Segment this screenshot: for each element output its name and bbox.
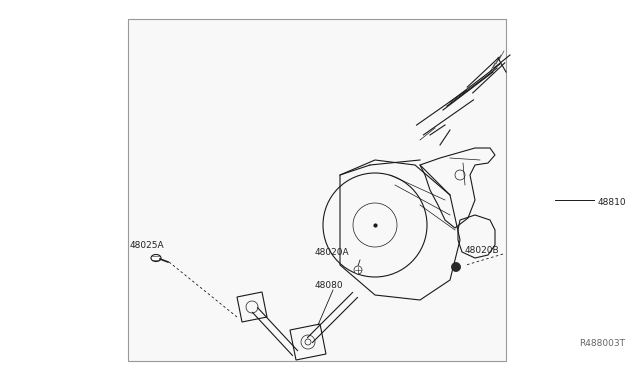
Text: 48025A: 48025A [130,241,164,250]
Ellipse shape [151,254,161,262]
Text: 48080: 48080 [315,280,344,289]
Bar [128,19,506,361]
Ellipse shape [451,263,461,272]
Text: R488003T: R488003T [579,339,625,348]
Text: 48810: 48810 [598,198,627,206]
Text: 48020A: 48020A [315,247,349,257]
Text: 48020B: 48020B [465,246,500,254]
Ellipse shape [354,266,362,274]
